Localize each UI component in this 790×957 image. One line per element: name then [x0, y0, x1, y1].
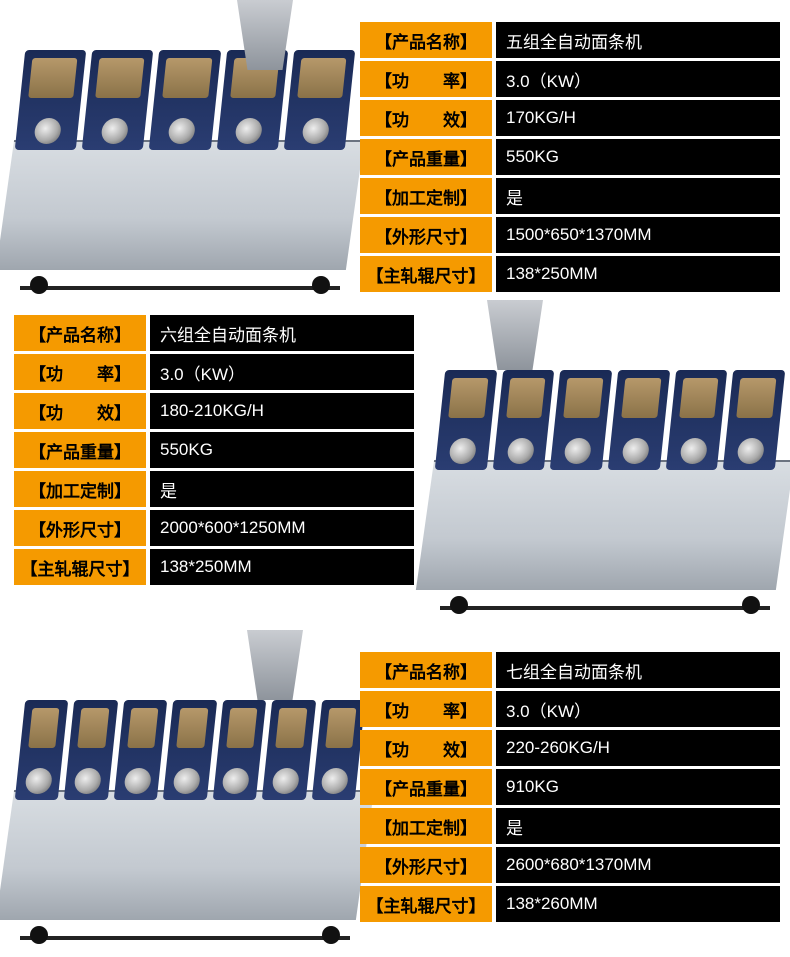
spec-value-efficiency: 170KG/H: [496, 100, 780, 136]
spec-label-product-name: 【产品名称】: [360, 652, 492, 688]
spec-value-custom: 是: [496, 808, 780, 844]
spec-value-dimensions: 1500*650*1370MM: [496, 217, 780, 253]
spec-value-product-name: 五组全自动面条机: [496, 22, 780, 58]
spec-label-product-name: 【产品名称】: [14, 315, 146, 351]
product-section-1: 【产品名称】 五组全自动面条机 【功 率】 3.0（KW） 【功 效】 170K…: [0, 0, 790, 310]
spec-row: 【外形尺寸】 2000*600*1250MM: [14, 510, 414, 546]
spec-label-roller: 【主轧辊尺寸】: [14, 549, 146, 585]
spec-value-efficiency: 180-210KG/H: [150, 393, 414, 429]
spec-row: 【产品名称】 六组全自动面条机: [14, 315, 414, 351]
spec-row: 【加工定制】 是: [14, 471, 414, 507]
spec-table-3: 【产品名称】 七组全自动面条机 【功 率】 3.0（KW） 【功 效】 220-…: [360, 652, 780, 922]
machine-illustration-2: [420, 300, 790, 620]
spec-value-roller: 138*260MM: [496, 886, 780, 922]
spec-value-custom: 是: [496, 178, 780, 214]
spec-value-roller: 138*250MM: [150, 549, 414, 585]
spec-row: 【功 率】 3.0（KW）: [360, 691, 780, 727]
spec-label-power: 【功 率】: [360, 61, 492, 97]
spec-row: 【主轧辊尺寸】 138*250MM: [360, 256, 780, 292]
spec-row: 【产品名称】 五组全自动面条机: [360, 22, 780, 58]
spec-label-power: 【功 率】: [360, 691, 492, 727]
spec-row: 【产品重量】 550KG: [14, 432, 414, 468]
spec-value-power: 3.0（KW）: [150, 354, 414, 390]
spec-label-weight: 【产品重量】: [360, 769, 492, 805]
spec-row: 【加工定制】 是: [360, 178, 780, 214]
spec-value-weight: 910KG: [496, 769, 780, 805]
spec-label-dimensions: 【外形尺寸】: [360, 217, 492, 253]
spec-label-efficiency: 【功 效】: [360, 730, 492, 766]
spec-label-roller: 【主轧辊尺寸】: [360, 256, 492, 292]
spec-value-dimensions: 2000*600*1250MM: [150, 510, 414, 546]
spec-label-dimensions: 【外形尺寸】: [360, 847, 492, 883]
spec-label-power: 【功 率】: [14, 354, 146, 390]
spec-label-custom: 【加工定制】: [360, 178, 492, 214]
spec-value-roller: 138*250MM: [496, 256, 780, 292]
spec-value-dimensions: 2600*680*1370MM: [496, 847, 780, 883]
machine-illustration-3: [0, 630, 370, 950]
spec-table-2: 【产品名称】 六组全自动面条机 【功 率】 3.0（KW） 【功 效】 180-…: [14, 315, 414, 585]
spec-row: 【功 效】 170KG/H: [360, 100, 780, 136]
spec-row: 【外形尺寸】 1500*650*1370MM: [360, 217, 780, 253]
spec-value-power: 3.0（KW）: [496, 61, 780, 97]
spec-row: 【功 率】 3.0（KW）: [14, 354, 414, 390]
spec-row: 【主轧辊尺寸】 138*250MM: [14, 549, 414, 585]
spec-label-efficiency: 【功 效】: [360, 100, 492, 136]
spec-value-weight: 550KG: [496, 139, 780, 175]
spec-label-custom: 【加工定制】: [360, 808, 492, 844]
spec-row: 【产品名称】 七组全自动面条机: [360, 652, 780, 688]
spec-label-dimensions: 【外形尺寸】: [14, 510, 146, 546]
spec-value-efficiency: 220-260KG/H: [496, 730, 780, 766]
spec-value-custom: 是: [150, 471, 414, 507]
spec-row: 【加工定制】 是: [360, 808, 780, 844]
spec-row: 【功 效】 180-210KG/H: [14, 393, 414, 429]
spec-label-weight: 【产品重量】: [14, 432, 146, 468]
spec-value-product-name: 六组全自动面条机: [150, 315, 414, 351]
spec-row: 【产品重量】 910KG: [360, 769, 780, 805]
product-section-2: 【产品名称】 六组全自动面条机 【功 率】 3.0（KW） 【功 效】 180-…: [0, 300, 790, 630]
spec-table-1: 【产品名称】 五组全自动面条机 【功 率】 3.0（KW） 【功 效】 170K…: [360, 22, 780, 292]
spec-row: 【功 率】 3.0（KW）: [360, 61, 780, 97]
spec-label-custom: 【加工定制】: [14, 471, 146, 507]
spec-row: 【外形尺寸】 2600*680*1370MM: [360, 847, 780, 883]
spec-label-weight: 【产品重量】: [360, 139, 492, 175]
machine-illustration-1: [0, 0, 360, 300]
spec-label-roller: 【主轧辊尺寸】: [360, 886, 492, 922]
spec-label-efficiency: 【功 效】: [14, 393, 146, 429]
product-section-3: 【产品名称】 七组全自动面条机 【功 率】 3.0（KW） 【功 效】 220-…: [0, 630, 790, 957]
spec-row: 【功 效】 220-260KG/H: [360, 730, 780, 766]
spec-value-product-name: 七组全自动面条机: [496, 652, 780, 688]
spec-value-power: 3.0（KW）: [496, 691, 780, 727]
spec-row: 【主轧辊尺寸】 138*260MM: [360, 886, 780, 922]
spec-row: 【产品重量】 550KG: [360, 139, 780, 175]
spec-value-weight: 550KG: [150, 432, 414, 468]
spec-label-product-name: 【产品名称】: [360, 22, 492, 58]
